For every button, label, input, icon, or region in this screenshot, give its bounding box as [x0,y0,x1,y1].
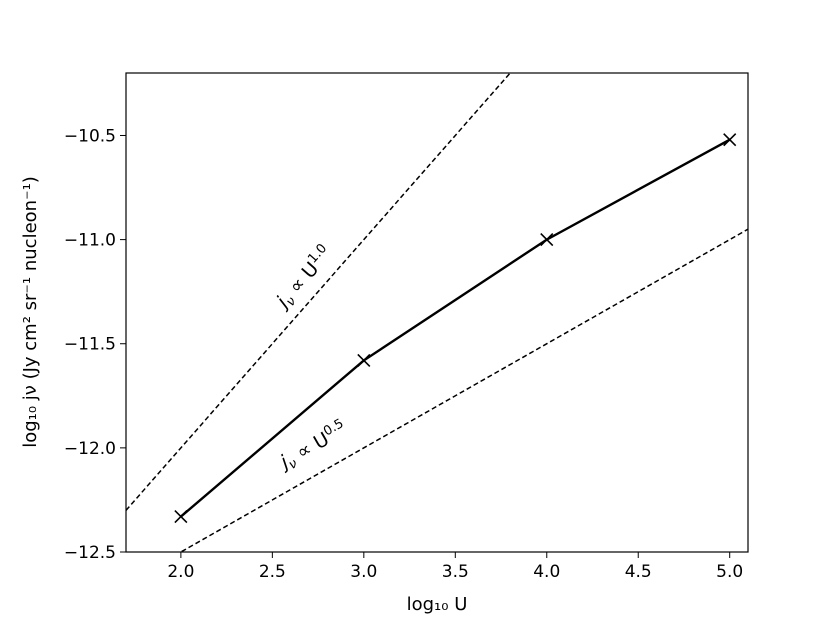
reference-line [179,228,748,552]
data-point [174,510,188,524]
y-tick-label: −12.5 [64,543,116,563]
data-point [540,233,554,247]
data-point [357,353,371,367]
line-annotation: jν ∝ U0.5 [273,416,352,477]
y-axis-ticks: −12.5 −12.0 −11.5 −11.0 −10.5 [64,126,126,563]
y-tick-label: −11.5 [64,335,116,355]
x-tick-label: 2.0 [167,562,194,582]
x-tick-label: 3.5 [442,562,469,582]
line-annotation: jν ∝ U1.0 [269,241,339,316]
reference-line [126,73,512,511]
x-tick-label: 4.0 [533,562,560,582]
series-group [180,138,731,518]
x-tick-label: 5.0 [716,562,743,582]
y-tick-label: −11.0 [64,231,116,251]
data-point [723,133,737,147]
y-tick-label: −12.0 [64,439,116,459]
x-axis-ticks: 2.0 2.5 3.0 3.5 4.0 4.5 5.0 [167,552,743,582]
x-tick-label: 4.5 [625,562,652,582]
markers-group [174,133,737,524]
x-axis-label: log₁₀ U [407,594,468,615]
x-tick-label: 2.5 [259,562,286,582]
reference-lines [126,73,748,552]
series-line [180,138,731,518]
x-tick-label: 3.0 [350,562,377,582]
annotations-group: jν ∝ U1.0 jν ∝ U0.5 [269,241,352,477]
y-tick-label: −10.5 [64,126,116,146]
plot-frame [125,72,749,553]
y-axis-label: log₁₀ jν (Jy cm² sr⁻¹ nucleon⁻¹) [20,176,41,448]
